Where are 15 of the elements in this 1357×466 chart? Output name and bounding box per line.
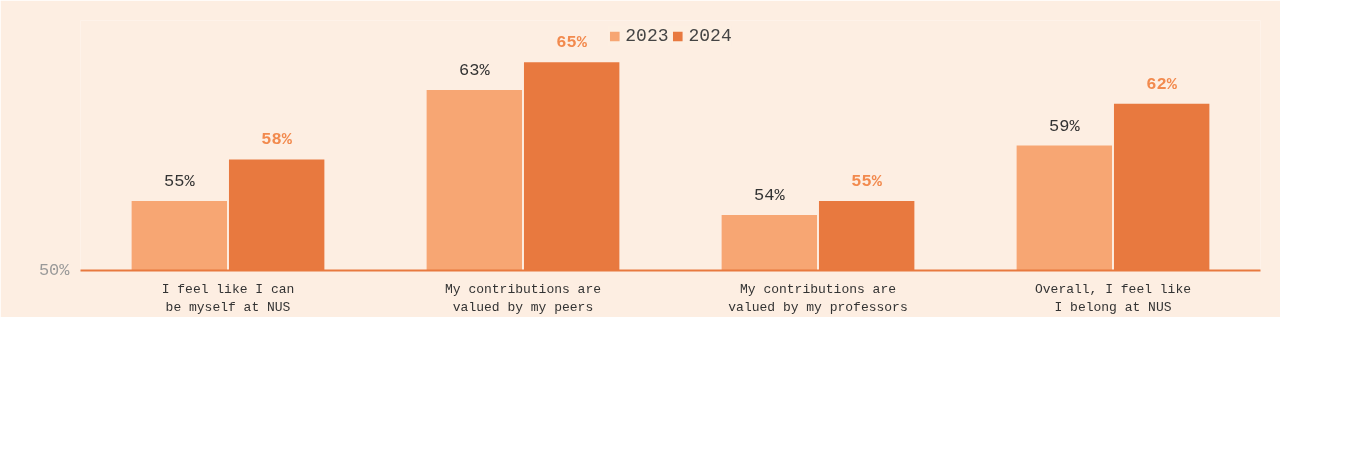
data-label: 54%: [754, 185, 786, 205]
data-label: 55%: [164, 172, 196, 192]
legend-label: 2023: [625, 26, 669, 46]
x-tick-label: My contributions are valued by my professors: [728, 281, 908, 315]
x-tick-label: Overall, I feel like I belong at NUS: [1034, 281, 1192, 315]
legend-label: 2024: [688, 26, 732, 46]
data-label: 55%: [851, 172, 883, 192]
text: 50%: [38, 261, 71, 280]
data-label: 65%: [556, 33, 588, 53]
data-label: 59%: [1049, 116, 1081, 136]
x-tick-label: I feel like I can be myself at NUS: [161, 281, 295, 315]
x-tick-label: My contributions are valued by my peers: [444, 281, 602, 315]
data-label: 63%: [459, 60, 491, 80]
data-label: 62%: [1146, 74, 1178, 94]
data-label: 58%: [261, 130, 293, 150]
